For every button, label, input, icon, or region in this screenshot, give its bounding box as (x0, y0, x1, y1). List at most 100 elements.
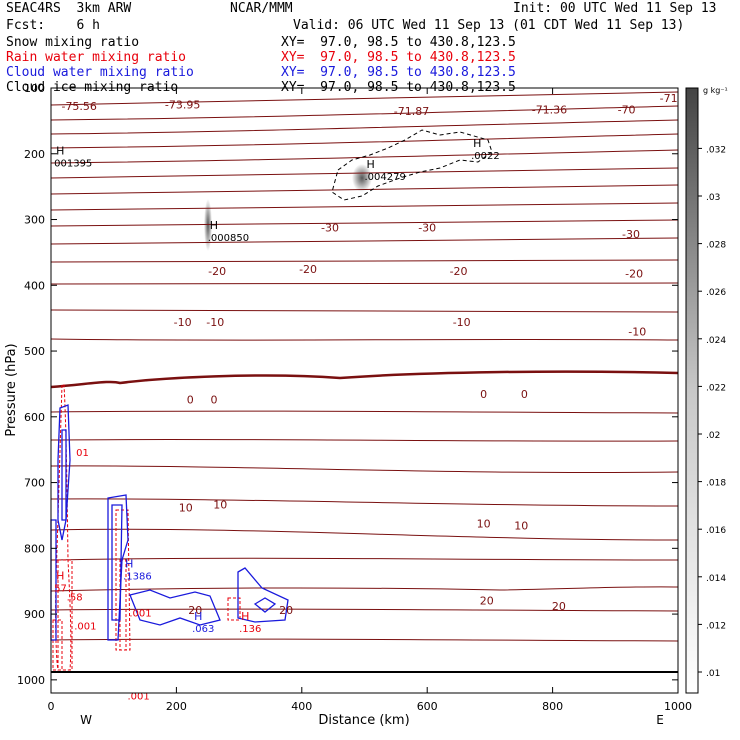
isotherm-line (50, 410, 679, 414)
ice-shading (204, 164, 372, 251)
isotherm-label: 20 (279, 604, 293, 617)
org-name: NCAR/MMM (230, 1, 293, 16)
max-marker: H (241, 610, 249, 623)
colorbar-tick-label: .03 (706, 193, 720, 203)
field-cloud-water-name: Cloud water mixing ratio (6, 65, 194, 80)
max-value-label: 01 (76, 448, 89, 459)
field-rain-xy: XY= 97.0, 98.5 to 430.8,123.5 (281, 50, 516, 65)
y-tick-label: 800 (24, 542, 45, 555)
colorbar-tick-label: .012 (706, 621, 726, 631)
isotherm-label: -30 (418, 221, 436, 234)
west-label: W (80, 713, 92, 727)
isotherm-label: -20 (450, 265, 468, 278)
max-value-label: 57 (54, 583, 67, 594)
colorbar-tick-label: .01 (706, 669, 720, 679)
cloud-water-contour (57, 404, 71, 541)
freezing-level-line (50, 370, 679, 389)
max-value-label: .001 (129, 608, 151, 619)
x-tick-label: 800 (542, 700, 563, 713)
x-tick-label: 200 (166, 700, 187, 713)
max-value-label: .001 (127, 691, 149, 702)
rain-water-contour (115, 509, 131, 651)
snow-shading-blob (204, 199, 212, 251)
isotherm-label: 0 (521, 388, 528, 401)
isotherm-label: -10 (174, 316, 192, 329)
isotherm-label: 10 (179, 502, 193, 515)
isotherm-line (50, 528, 679, 541)
isotherm-label: -70 (618, 104, 636, 117)
y-tick-label: 300 (24, 214, 45, 227)
max-marker: H (367, 158, 375, 171)
valid-time: Valid: 06 UTC Wed 11 Sep 13 (01 CDT Wed … (293, 18, 685, 33)
cloud-ice-contours (331, 129, 493, 201)
max-value-label: 001395 (54, 159, 92, 170)
isotherm-line (50, 184, 679, 195)
colorbar-tick-label: .02 (706, 431, 720, 441)
init-time: Init: 00 UTC Wed 11 Sep 13 (513, 1, 717, 16)
isotherm-line (50, 338, 679, 341)
colorbar-unit: g kg⁻¹ (703, 86, 728, 95)
isotherm-label: 20 (480, 594, 494, 607)
isotherm-label: -71 (660, 92, 678, 105)
y-tick-label: 200 (24, 148, 45, 161)
isotherm-line (50, 465, 679, 474)
y-tick-label: 700 (24, 477, 45, 490)
max-value-label: .0022 (471, 151, 500, 162)
max-value-label: .1386 (123, 572, 152, 583)
isotherm-line (50, 638, 679, 642)
max-marker: H (210, 219, 218, 232)
isotherm-line (50, 282, 679, 285)
model-title: SEAC4RS 3km ARW (6, 1, 132, 16)
max-value-label: .001 (74, 622, 96, 633)
isotherm-label: -10 (453, 316, 471, 329)
max-marker: H (56, 145, 64, 158)
max-value-label: .004279 (365, 172, 406, 183)
isotherm-label: -30 (321, 221, 339, 234)
cloud-water-contour (129, 589, 221, 626)
isotherm-line (50, 105, 679, 121)
maxima-labels: H001395H.000850H.004279H.002201H.1386H57… (54, 137, 500, 703)
cloud-water-contour (61, 429, 67, 521)
rain-water-contour (227, 597, 241, 621)
isotherm-label: 0 (187, 394, 194, 407)
max-marker: H (194, 610, 202, 623)
colorbar-tick-label: .016 (706, 526, 726, 536)
isotherm-label: 10 (514, 519, 528, 532)
colorbar-tick-label: .032 (706, 145, 726, 155)
y-tick-label: 1000 (17, 674, 45, 687)
isotherm-line (50, 202, 679, 211)
isotherm-label: -10 (628, 325, 646, 338)
field-snow-xy: XY= 97.0, 98.5 to 430.8,123.5 (281, 35, 516, 50)
x-tick-label: 1000 (664, 700, 692, 713)
field-snow-name: Snow mixing ratio (6, 35, 140, 50)
cloud-ice-contour (331, 129, 493, 201)
colorbar-tick-label: .014 (706, 574, 726, 584)
max-marker: H (56, 569, 64, 582)
colorbar-tick-label: .028 (706, 241, 726, 251)
y-tick-label: 100 (24, 82, 45, 95)
field-cloud-water-xy: XY= 97.0, 98.5 to 430.8,123.5 (281, 65, 516, 80)
isotherm-line (50, 586, 679, 592)
cloud-water-contours (50, 404, 289, 641)
colorbar: g kg⁻¹ .01 .012 .014 .016 .018 .02 .022 .024 .02… (685, 86, 728, 694)
cloud-water-contour (253, 597, 277, 613)
max-value-label: .58 (67, 593, 83, 604)
isotherm-label: 0 (480, 388, 487, 401)
field-rain-name: Rain water mixing ratio (6, 50, 187, 65)
isotherm-label: 20 (188, 604, 202, 617)
snow-shading-blob (352, 164, 372, 192)
isotherm-line (50, 309, 679, 313)
plot-frame (50, 87, 679, 694)
y-tick-label: 500 (24, 345, 45, 358)
colorbar-tick-label: .026 (706, 288, 726, 298)
isotherm-label: 0 (211, 394, 218, 407)
isotherm-label: -73.95 (165, 98, 200, 111)
max-marker: H (125, 558, 133, 571)
colorbar-tick-label: .018 (706, 479, 726, 489)
isotherm-label: -75.56 (61, 100, 96, 113)
isotherm-line (50, 91, 679, 106)
max-marker: H (473, 137, 481, 150)
isotherm-line (50, 259, 679, 263)
